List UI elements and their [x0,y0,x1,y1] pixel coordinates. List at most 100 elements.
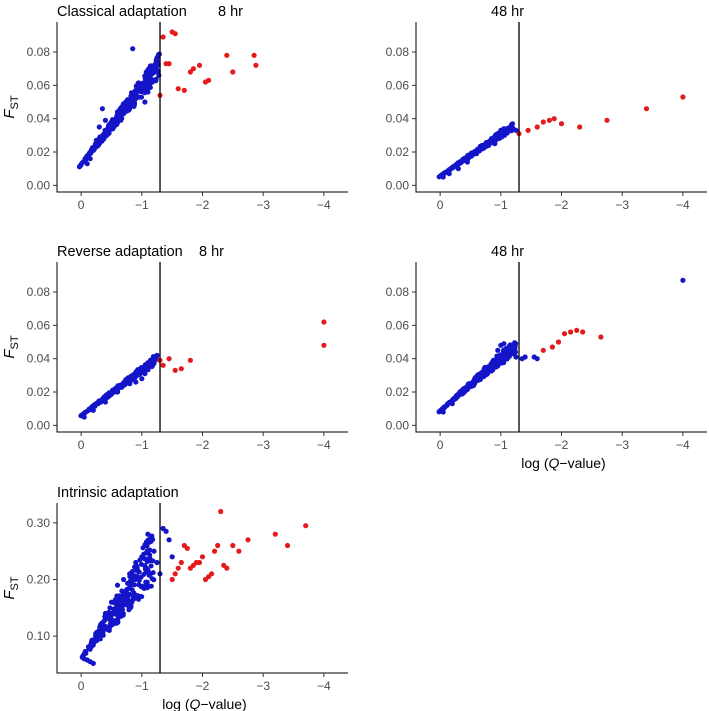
data-point [114,582,121,588]
data-point [175,565,181,571]
series-significant [169,508,309,583]
data-point [224,565,230,571]
data-point [142,99,148,105]
data-point [96,124,102,130]
data-point [604,117,610,123]
data-point [151,548,157,554]
x-tick-label: −4 [676,198,690,212]
data-point [501,341,507,347]
x-tick-label: 0 [437,198,444,212]
data-point [456,392,462,398]
data-point [128,600,134,606]
data-point [139,554,145,560]
data-point [108,119,115,125]
data-point [102,610,108,617]
y-tick-label: 0.20 [27,573,51,587]
data-point [137,594,143,599]
y-tick-label: 0.30 [27,516,51,530]
data-point [115,600,121,606]
x-tick-label: −4 [317,198,331,212]
data-point [245,537,251,543]
data-point [172,367,178,373]
data-point [151,67,157,73]
series-nonsignificant [84,46,162,167]
data-point [133,593,139,599]
data-point [96,633,102,639]
data-point [455,160,461,166]
data-point [143,569,149,575]
y-tick-label: 0.04 [386,352,410,366]
data-point [90,660,96,667]
data-point [108,599,115,605]
data-point [141,81,147,87]
data-point [144,585,150,591]
data-point [154,559,160,566]
data-point [449,401,455,407]
data-point [150,558,156,564]
data-point [90,641,95,647]
data-point [500,359,506,365]
data-point [196,62,203,68]
data-point [133,559,139,566]
series-significant [540,327,604,353]
x-tick-label: −3 [256,438,270,452]
data-point [187,69,193,75]
data-point [455,166,461,172]
data-point [206,77,212,83]
data-point [525,127,531,133]
data-point [148,537,154,543]
data-point [680,277,686,283]
data-point [465,382,471,388]
data-point [643,106,650,112]
data-point [124,596,130,602]
data-point [119,104,124,110]
data-point [151,356,157,362]
data-point [99,106,105,112]
data-point [102,399,108,405]
data-point [510,349,516,355]
data-point [680,94,686,100]
y-tick-label: 0.04 [27,112,51,126]
data-point [534,356,540,362]
y-tick-label: 0.04 [386,112,410,126]
y-tick-label: 0.02 [27,145,51,159]
data-point [461,389,467,395]
data-point [495,347,501,353]
data-point [156,51,162,57]
data-point [151,577,157,583]
data-point [169,554,175,560]
y-tick-label: 0.06 [386,318,410,332]
data-point [96,142,101,148]
panel-reverse-48hr: 48 hr 0.00 0.02 0.04 0.06 0.08 0 −1 −2 −3 −4 log (Q… [386,244,707,471]
y-tick-label: 0.06 [27,78,51,92]
data-point [160,362,166,368]
panel-subtitle: 48 hr [491,244,524,260]
x-tick-label: 0 [78,198,85,212]
x-tick-label: −1 [135,198,149,212]
data-point [121,382,127,388]
x-tick-label: −3 [615,438,629,452]
data-point [209,571,215,577]
data-point [153,76,159,82]
y-tick-label: 0.00 [27,178,51,192]
x-tick-label: −2 [555,438,569,452]
data-point [101,618,107,624]
data-point [561,331,568,337]
data-point [132,573,138,579]
data-point [86,407,92,413]
data-point [136,569,142,575]
data-point [134,83,140,89]
data-point [108,390,114,396]
x-tick-label: −1 [135,438,149,452]
data-point [495,136,501,142]
data-point [142,542,148,549]
data-point [127,374,133,380]
data-point [504,356,510,362]
data-point [127,584,133,590]
data-point [106,615,112,621]
data-point [558,121,565,127]
data-point [136,582,142,588]
data-point [93,137,99,143]
panel-classical-8hr: Classical adaptation 8 hr 0.00 0.02 0.04 0.06… [1,4,348,212]
